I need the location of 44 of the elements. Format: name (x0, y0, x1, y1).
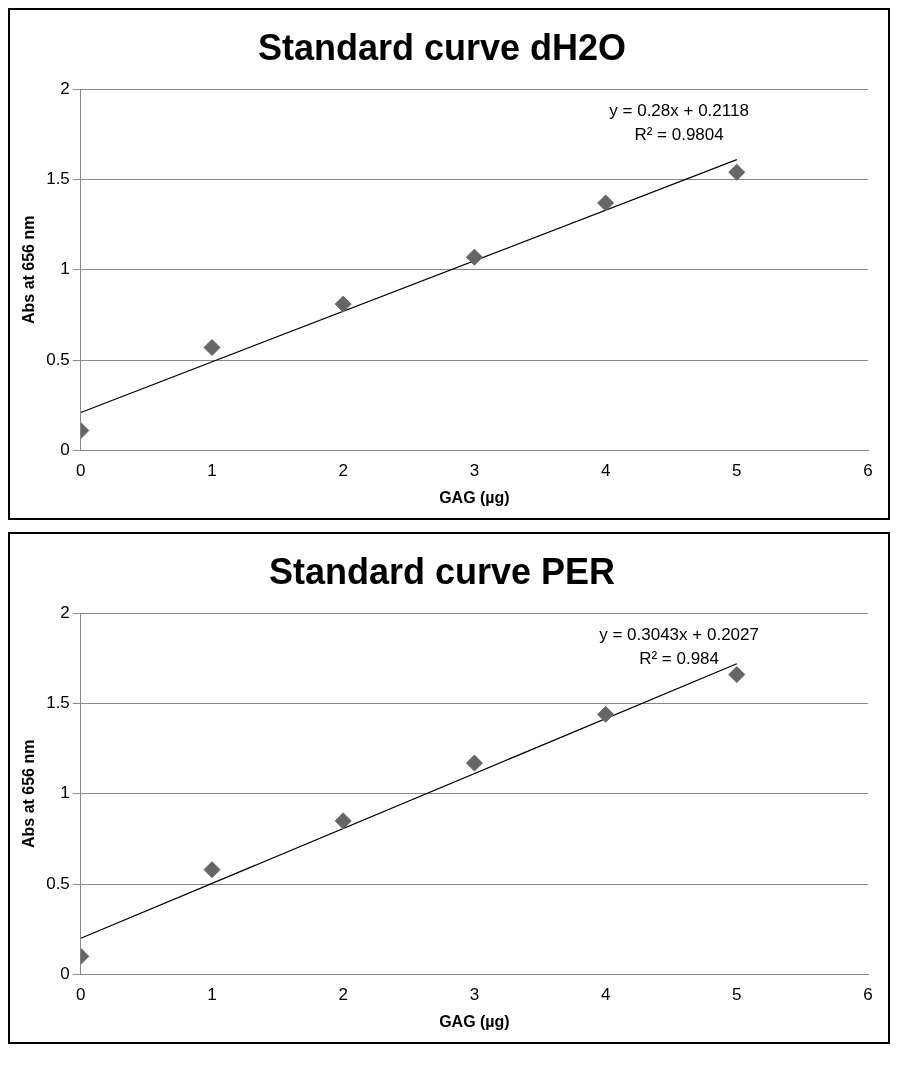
annotation: y = 0.28x + 0.2118 (609, 100, 749, 120)
point (465, 248, 483, 266)
x-tick-label: 0 (76, 985, 86, 1005)
y-tick-label: 2 (60, 78, 70, 98)
annotation: R² = 0.9804 (634, 124, 724, 144)
x-axis-title: GAG (µg) (439, 488, 510, 506)
y-tick-label: 1 (60, 783, 70, 803)
x-axis-title: GAG (µg) (439, 1012, 510, 1030)
x-tick-label: 1 (207, 461, 217, 481)
point (334, 295, 352, 313)
x-tick-label: 2 (338, 985, 348, 1005)
x-tick-label: 6 (863, 985, 873, 1005)
point (728, 666, 746, 684)
chart-title: Standard curve PER (268, 550, 616, 592)
y-tick-label: 1.5 (46, 169, 70, 189)
x-tick-label: 5 (732, 985, 742, 1005)
y-tick-label: 2 (60, 602, 70, 622)
point (597, 194, 615, 212)
x-tick-label: 4 (600, 985, 611, 1005)
x-tick-label: 4 (600, 461, 611, 481)
x-tick-label: 6 (863, 461, 873, 481)
chart-title: Standard curve dH2O (257, 26, 627, 68)
y-tick-label: 0.5 (46, 349, 70, 369)
x-tick-label: 5 (732, 461, 742, 481)
y-tick-label: 0.5 (46, 873, 70, 893)
x-tick-label: 1 (207, 985, 217, 1005)
y-tick-label: 1.5 (46, 693, 70, 713)
x-tick-label: 3 (469, 461, 480, 481)
point (203, 338, 221, 356)
point (465, 754, 483, 772)
y-tick-label: 0 (60, 440, 70, 460)
y-axis-title: Abs at 656 nm (20, 215, 38, 325)
point (203, 861, 221, 879)
point (597, 705, 615, 723)
y-tick-label: 0 (60, 964, 70, 984)
point (728, 163, 746, 181)
y-tick-label: 1 (60, 259, 70, 279)
x-tick-label: 0 (76, 461, 86, 481)
y-axis-title: Abs at 656 nm (20, 739, 38, 849)
annotation: y = 0.3043x + 0.2027 (599, 624, 759, 644)
x-tick-label: 3 (469, 985, 480, 1005)
annotation: R² = 0.984 (639, 648, 720, 668)
point (334, 812, 352, 830)
x-tick-label: 2 (338, 461, 348, 481)
